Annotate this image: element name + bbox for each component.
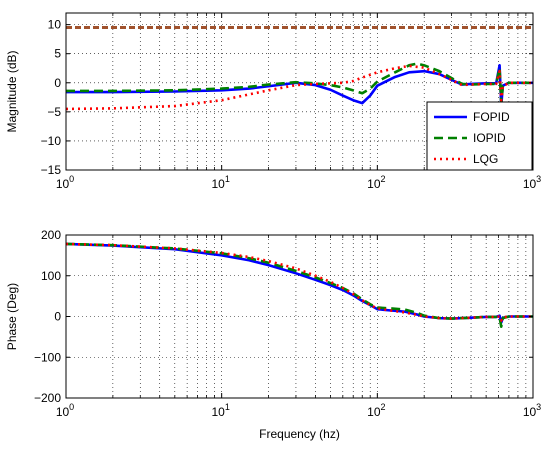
phase-chart: −200 −100 0 100 200 100 101 102 103 Phase (Deg) Fr… <box>5 228 541 441</box>
x-tick-label: 101 <box>211 402 229 419</box>
series-line-iopid <box>66 242 533 328</box>
y-tick-label: 0 <box>54 76 61 90</box>
x-tick-label: 101 <box>211 174 229 191</box>
legend: FOPID IOPID LQG <box>426 101 533 171</box>
x-tick-label: 102 <box>367 174 385 191</box>
y-tick-label: −5 <box>47 105 61 119</box>
legend-box <box>426 101 533 171</box>
magnitude-chart: −15 −10 −5 0 5 10 100 101 102 103 Magnitude (dB) FO… <box>5 12 541 191</box>
y-tick-label: 0 <box>54 310 61 324</box>
y-axis-label: Phase (Deg) <box>5 283 19 350</box>
x-tick-label: 103 <box>523 174 541 191</box>
y-tick-label: −200 <box>34 391 61 405</box>
series-line-iopid <box>66 62 533 105</box>
y-tick-label: −100 <box>34 350 61 364</box>
plot-frame <box>65 12 534 171</box>
x-tick-label: 100 <box>56 174 74 191</box>
legend-label-iopid: IOPID <box>473 131 506 145</box>
y-tick-label: −15 <box>41 163 62 177</box>
x-tick-label: 100 <box>56 402 74 419</box>
y-tick-label: 5 <box>54 47 61 61</box>
y-tick-label: 200 <box>41 228 61 242</box>
y-tick-label: −10 <box>41 134 62 148</box>
y-axis-label: Magnitude (dB) <box>5 50 19 132</box>
x-tick-label: 102 <box>367 402 385 419</box>
y-tick-label: 100 <box>41 269 61 283</box>
legend-label-fopid: FOPID <box>473 110 510 124</box>
x-axis-label: Frequency (hz) <box>259 427 340 441</box>
y-tick-label: 10 <box>48 18 62 32</box>
x-tick-label: 103 <box>523 402 541 419</box>
series-line-lqg <box>66 242 533 322</box>
legend-label-lqg: LQG <box>473 152 498 166</box>
